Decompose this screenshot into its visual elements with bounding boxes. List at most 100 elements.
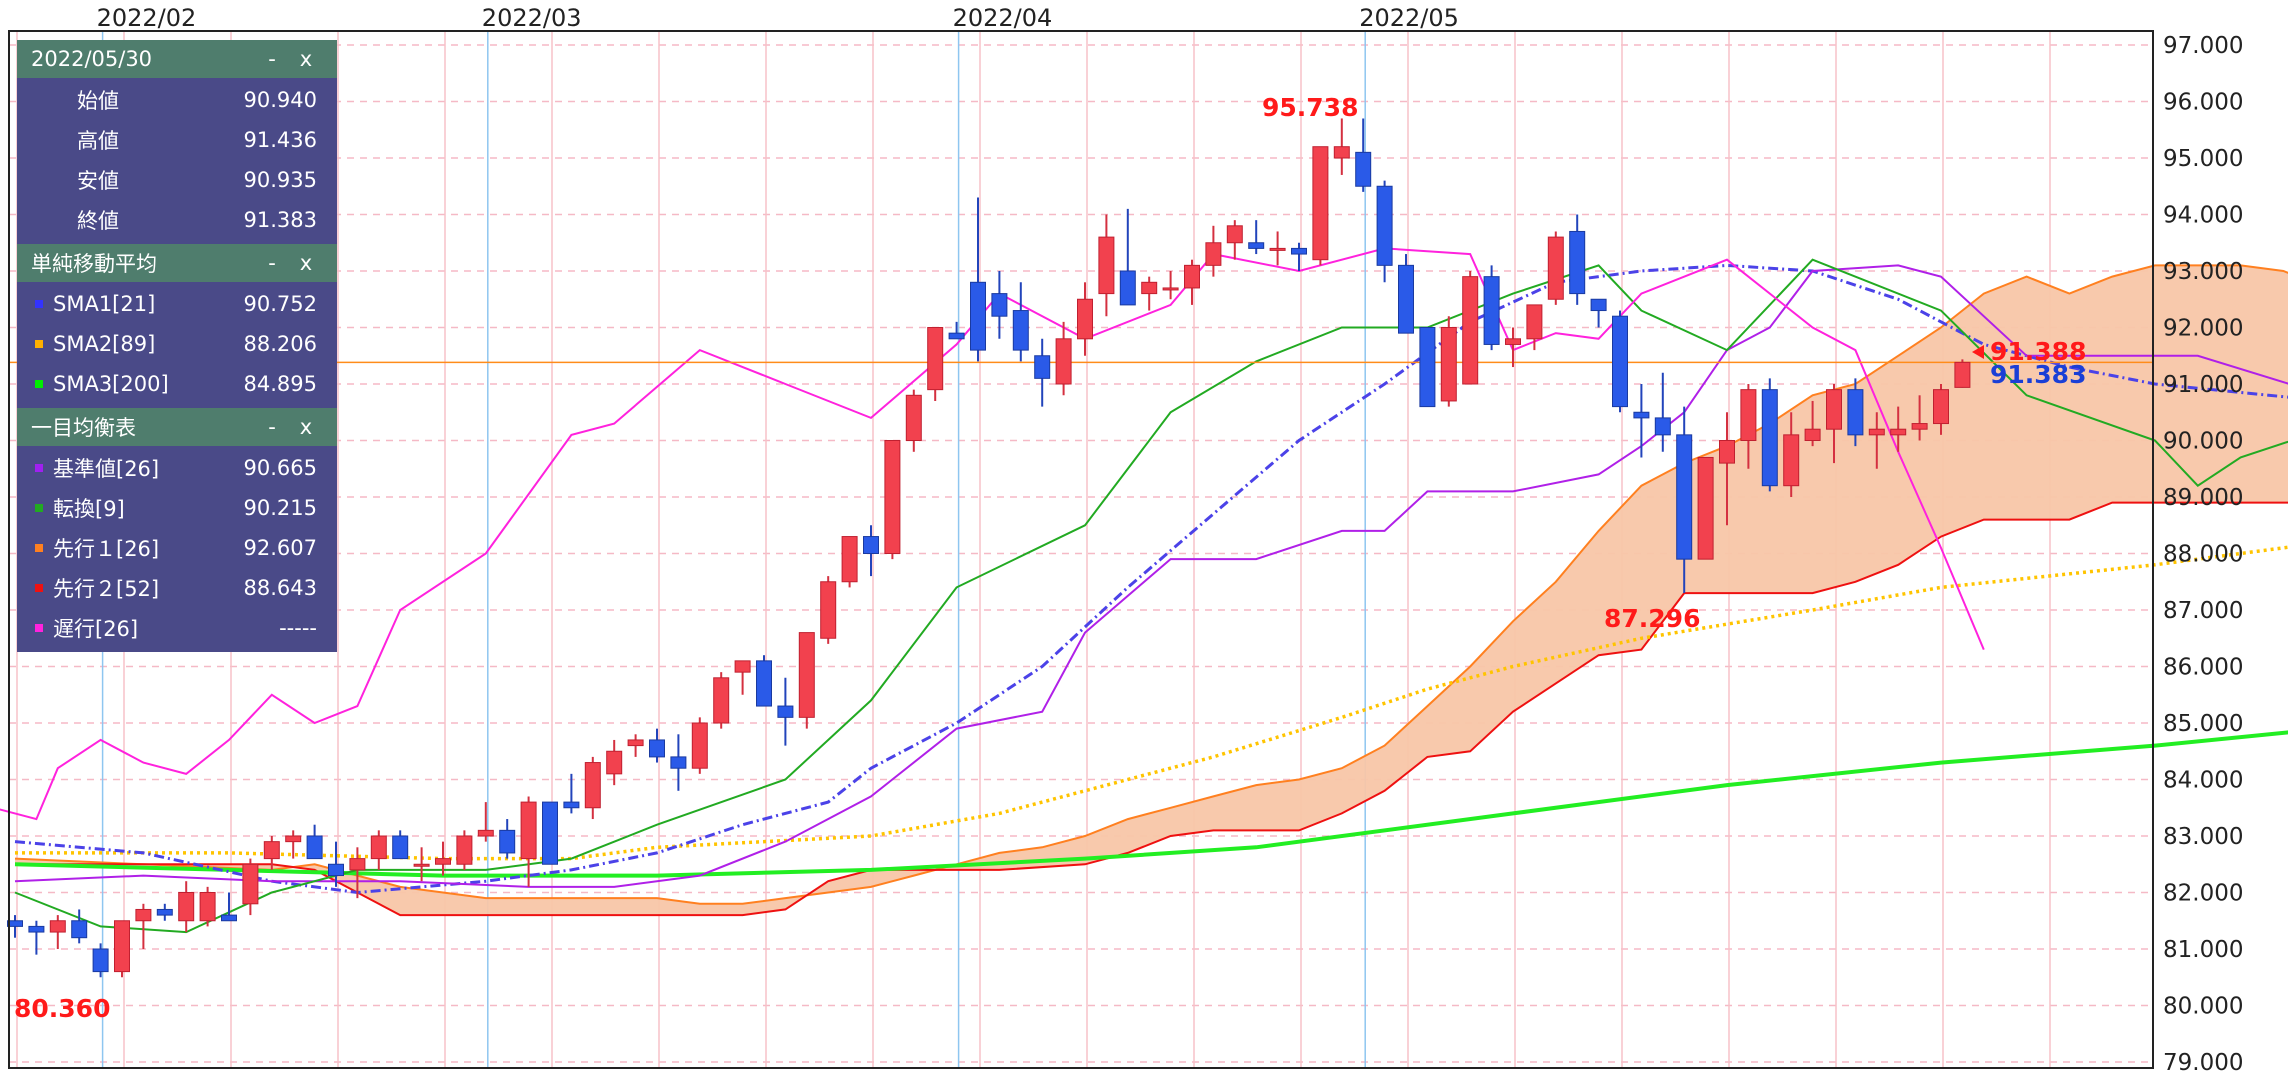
- candle-body: [1569, 230, 1586, 295]
- candle-body: [1954, 361, 1971, 388]
- series-marker-icon: [35, 464, 43, 472]
- candle-body: [756, 660, 772, 707]
- ichimoku-header: 一目均衡表 - x: [17, 408, 337, 446]
- month-label: 2022/05: [1359, 4, 1459, 32]
- candle-body: [948, 332, 965, 340]
- series-marker-icon: [35, 584, 43, 592]
- close-button[interactable]: x: [299, 47, 313, 71]
- sma-label: SMA3[200]: [53, 372, 169, 396]
- may-low-annotation: 87.296: [1604, 604, 1700, 633]
- candle-body: [221, 914, 237, 922]
- minimize-button[interactable]: -: [268, 47, 276, 71]
- senkou-a-line: [14, 264, 2288, 905]
- y-tick-label: 80.000: [2163, 994, 2243, 1020]
- candle-body: [1141, 281, 1158, 295]
- date-header: 2022/05/30: [31, 47, 153, 71]
- candle-body: [713, 677, 730, 724]
- candle-body: [542, 801, 558, 865]
- y-tick-label: 82.000: [2163, 881, 2243, 907]
- candle-body: [991, 293, 1008, 317]
- candle-body: [477, 829, 494, 837]
- y-tick-label: 81.000: [2163, 937, 2243, 963]
- minimize-button[interactable]: -: [268, 251, 276, 275]
- ichimoku-row: 遅行[26] -----: [17, 608, 337, 648]
- ichimoku-value: 90.215: [243, 496, 317, 520]
- candle-body: [135, 908, 152, 922]
- ohlc-row-close: 終値 91.383: [17, 200, 337, 240]
- candle-body: [884, 440, 901, 554]
- ohlc-label: 始値: [77, 89, 119, 113]
- sma-value: 88.206: [243, 332, 317, 356]
- candle-body: [1440, 327, 1457, 402]
- candle-body: [649, 739, 665, 758]
- y-tick-label: 89.000: [2163, 485, 2243, 511]
- ichimoku-section: 基準値[26] 90.665 転換[9] 90.215 先行１[26] 92.607 …: [17, 446, 337, 652]
- ohlc-label: 高値: [77, 129, 119, 153]
- ichimoku-label: 遅行[26]: [53, 617, 139, 641]
- candle-body: [263, 841, 280, 860]
- cloud-fill: [15, 265, 2288, 916]
- candle-body: [1462, 276, 1479, 385]
- sma-row: SMA3[200] 84.895: [17, 364, 337, 404]
- candle-body: [1376, 185, 1393, 266]
- ichimoku-title: 一目均衡表: [31, 416, 136, 440]
- series-marker-icon: [35, 300, 43, 308]
- candle-body: [1890, 428, 1907, 436]
- ohlc-row-high: 高値 91.436: [17, 120, 337, 160]
- candle-body: [863, 536, 879, 554]
- sma-header: 単純移動平均 - x: [17, 244, 337, 282]
- y-tick-label: 87.000: [2163, 598, 2243, 624]
- sma1-line: [14, 263, 2288, 895]
- candle-body: [606, 750, 623, 775]
- candlesticks: [7, 118, 1971, 978]
- ichimoku-row: 先行２[52] 88.643: [17, 568, 337, 608]
- y-tick-label: 96.000: [2163, 90, 2243, 116]
- candle-body: [1012, 310, 1029, 351]
- senkou-b-line: [15, 501, 2288, 917]
- price-pointer-icon: [1972, 345, 1984, 359]
- candle-body: [71, 920, 88, 939]
- candle-body: [7, 920, 23, 927]
- candle-body: [927, 327, 944, 391]
- candle-body: [1761, 389, 1778, 487]
- y-tick-label: 94.000: [2163, 203, 2243, 229]
- candle-body: [1633, 411, 1650, 419]
- kijun-line: [14, 264, 2288, 888]
- series-marker-icon: [35, 504, 43, 512]
- candle-body: [1826, 389, 1842, 430]
- candle-body: [1205, 242, 1222, 266]
- candle-body: [1590, 298, 1607, 312]
- close-button[interactable]: x: [299, 415, 313, 439]
- candle-body: [1483, 276, 1500, 345]
- ichimoku-label: 基準値[26]: [53, 457, 160, 481]
- candle-body: [1911, 423, 1928, 430]
- close-button[interactable]: x: [299, 251, 313, 275]
- candle-body: [1868, 428, 1885, 436]
- candle-body: [1398, 264, 1414, 334]
- minimize-button[interactable]: -: [268, 415, 276, 439]
- candle-body: [1119, 270, 1136, 306]
- candle-body: [1269, 247, 1286, 251]
- ichimoku-row: 基準値[26] 90.665: [17, 448, 337, 488]
- ohlc-label: 終値: [77, 209, 119, 233]
- y-tick-label: 83.000: [2163, 824, 2243, 850]
- y-tick-label: 92.000: [2163, 316, 2243, 342]
- candle-body: [499, 829, 516, 854]
- axes: 97.000 96.000 95.000 94.000 93.000 92.000 91.0…: [97, 4, 2244, 1076]
- candle-body: [1291, 247, 1307, 255]
- sma-row: SMA2[89] 88.206: [17, 324, 337, 364]
- last-price-label-red: 91.388: [1990, 337, 2086, 366]
- ohlc-row-open: 始値 90.940: [17, 80, 337, 120]
- candle-body: [199, 892, 216, 922]
- sma-label: SMA2[89]: [53, 332, 156, 356]
- y-tick-label: 79.000: [2163, 1050, 2243, 1076]
- sma-label: SMA1[21]: [53, 292, 156, 316]
- ohlc-value: 90.940: [243, 88, 317, 112]
- candle-body: [1184, 264, 1200, 289]
- candle-body: [820, 581, 837, 639]
- candle-body: [413, 863, 430, 867]
- candle-body: [114, 920, 130, 973]
- y-tick-label: 91.000: [2163, 372, 2243, 398]
- candle-body: [1077, 298, 1093, 340]
